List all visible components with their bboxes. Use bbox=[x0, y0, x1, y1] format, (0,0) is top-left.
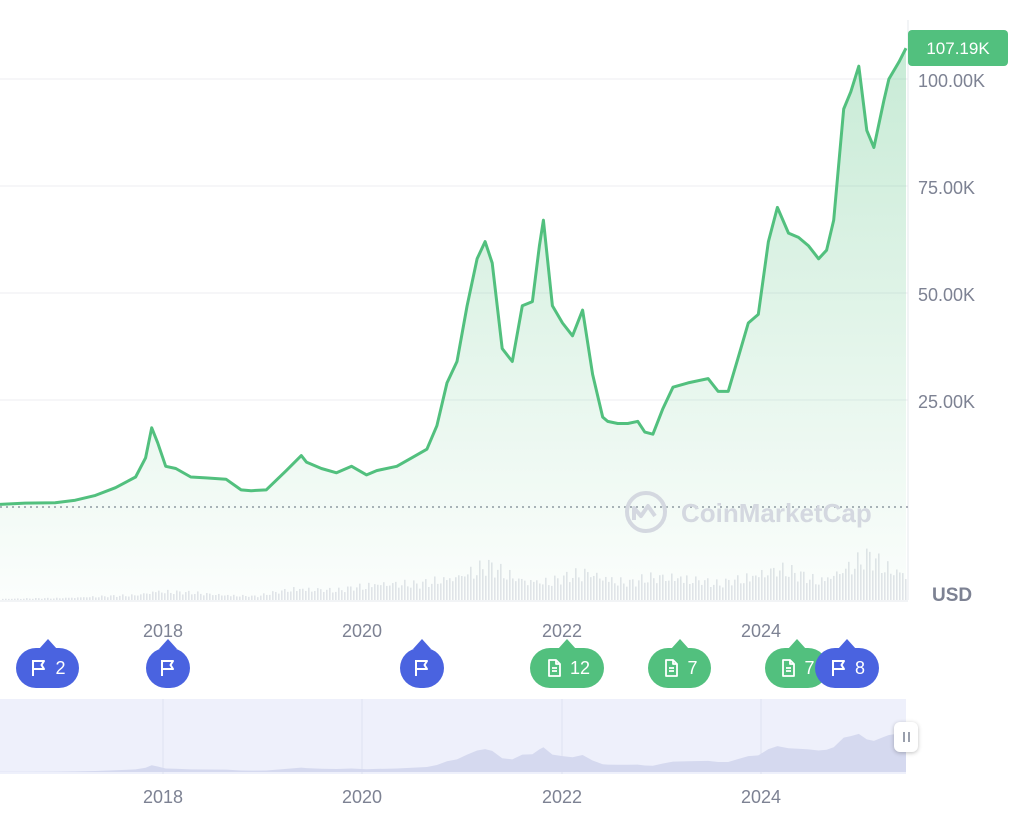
event-marker-flag[interactable]: 2 bbox=[16, 639, 79, 688]
event-count: 7 bbox=[687, 657, 698, 678]
y-tick-label: 75.00K bbox=[918, 178, 975, 198]
document-icon bbox=[665, 659, 679, 677]
event-count: 12 bbox=[569, 657, 591, 678]
event-count: 2 bbox=[55, 657, 66, 678]
x-tick-label: 2020 bbox=[342, 621, 382, 641]
flag-icon bbox=[831, 660, 845, 676]
current-price-tag-bg bbox=[908, 30, 1008, 66]
navigator-x-tick-label: 2020 bbox=[342, 787, 382, 807]
y-tick-label: 50.00K bbox=[918, 285, 975, 305]
event-marker-flag[interactable] bbox=[146, 639, 190, 688]
navigator-x-tick-label: 2022 bbox=[542, 787, 582, 807]
x-tick-label: 2024 bbox=[741, 621, 781, 641]
current-price-tag: 107.19K bbox=[908, 30, 1008, 66]
flag-icon bbox=[415, 660, 428, 676]
coinmarketcap-watermark: CoinMarketCap bbox=[625, 491, 872, 533]
event-count: 8 bbox=[854, 657, 865, 678]
y-axis: 25.00K 50.00K 75.00K 100.00K bbox=[918, 71, 985, 412]
navigator-drag-handle[interactable] bbox=[894, 722, 918, 752]
event-marker-flag[interactable]: 8 bbox=[815, 639, 879, 688]
coinmarketcap-logo-icon bbox=[625, 491, 667, 533]
current-price-label: 107.19K bbox=[926, 39, 990, 58]
document-icon bbox=[782, 659, 796, 677]
event-marker-news[interactable]: 7 bbox=[648, 639, 711, 688]
document-icon bbox=[548, 659, 561, 677]
range-navigator[interactable]: 2018 2020 2022 2024 bbox=[0, 699, 906, 807]
price-area-fill bbox=[0, 48, 906, 600]
flag-icon bbox=[32, 660, 46, 676]
event-marker-news[interactable]: 12 bbox=[530, 639, 604, 688]
x-axis: 2018 2020 2022 2024 bbox=[143, 621, 781, 641]
flag-icon bbox=[161, 660, 174, 676]
event-count: 7 bbox=[804, 657, 815, 678]
event-marker-flag[interactable] bbox=[400, 639, 444, 688]
y-tick-label: 25.00K bbox=[918, 392, 975, 412]
grip-icon bbox=[902, 732, 905, 742]
currency-label: USD bbox=[932, 585, 972, 606]
x-tick-label: 2018 bbox=[143, 621, 183, 641]
y-tick-label: 100.00K bbox=[918, 71, 985, 91]
navigator-x-tick-label: 2018 bbox=[143, 787, 183, 807]
watermark-text: CoinMarketCap bbox=[681, 498, 872, 528]
navigator-area bbox=[0, 732, 906, 772]
navigator-x-tick-label: 2024 bbox=[741, 787, 781, 807]
x-tick-label: 2022 bbox=[542, 621, 582, 641]
price-line[interactable] bbox=[0, 47, 908, 506]
